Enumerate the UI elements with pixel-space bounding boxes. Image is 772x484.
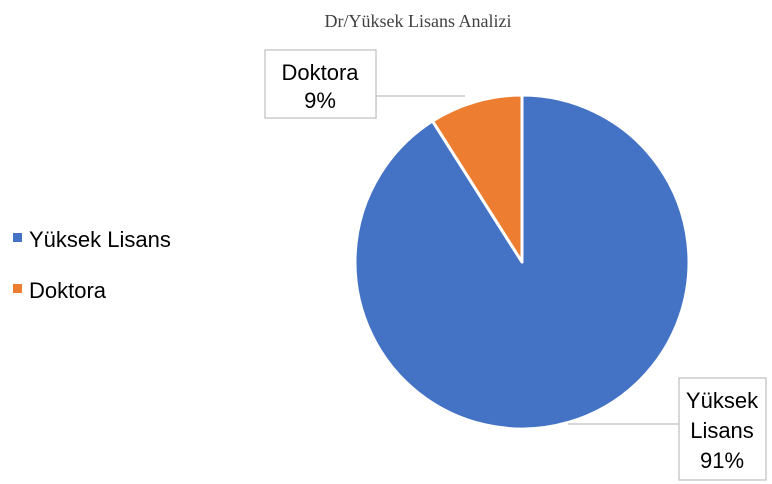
data-label-yuksek-lisans-value: 91% bbox=[700, 448, 744, 473]
callout-box-yuksek-lisans bbox=[678, 377, 767, 481]
legend-swatch-doktora bbox=[13, 284, 22, 293]
pie-slice-doktora bbox=[431, 93, 524, 264]
data-label-yuksek-lisans-line2: Lisans bbox=[690, 418, 754, 443]
legend-label-doktora: Doktora bbox=[29, 278, 107, 303]
legend-swatch-yuksek-lisans bbox=[13, 233, 22, 242]
data-label-doktora: Doktora 9% bbox=[264, 49, 465, 119]
legend-label-yuksek-lisans: Yüksek Lisans bbox=[29, 227, 171, 252]
callout-box-doktora bbox=[264, 49, 377, 119]
data-label-doktora-name: Doktora bbox=[281, 60, 359, 85]
chart-title: Dr/Yüksek Lisans Analizi bbox=[325, 11, 512, 31]
legend: Yüksek Lisans Doktora bbox=[13, 227, 171, 303]
pie-slices bbox=[353, 93, 691, 431]
data-label-yuksek-lisans-line1: Yüksek bbox=[686, 388, 759, 413]
data-label-yuksek-lisans: Yüksek Lisans 91% bbox=[568, 377, 767, 481]
data-label-doktora-value: 9% bbox=[304, 88, 336, 113]
